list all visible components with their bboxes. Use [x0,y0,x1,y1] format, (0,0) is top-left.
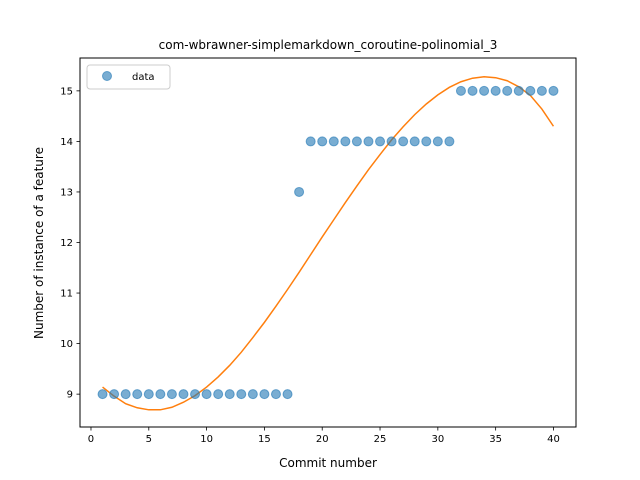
y-tick-label: 9 [67,390,73,401]
data-point [525,85,536,96]
data-point [490,85,501,96]
data-point [479,85,490,96]
data-point [247,389,258,400]
y-axis: 9 10 11 12 13 14 15 [60,86,80,401]
y-tick-label: 14 [60,137,73,148]
data-point [363,136,374,147]
data-point [155,389,166,400]
data-point [409,136,420,147]
data-point [97,389,108,400]
data-point [536,85,547,96]
x-tick-label: 15 [258,434,271,445]
data-point [166,389,177,400]
data-point [467,85,478,96]
data-point [294,186,305,197]
legend: data [86,64,171,90]
x-axis-title: Commit number [279,456,377,470]
y-tick-label: 11 [60,289,73,300]
legend-marker [102,71,112,81]
data-point [270,389,281,400]
data-point [340,136,351,147]
data-point [178,389,189,400]
data-point [455,85,466,96]
data-point [236,389,247,400]
y-tick-label: 15 [60,86,73,97]
x-tick-label: 35 [489,434,502,445]
x-tick-label: 25 [374,434,387,445]
x-tick-label: 5 [146,434,152,445]
x-tick-label: 20 [316,434,329,445]
legend-label: data [132,72,155,83]
data-point [375,136,386,147]
data-point [351,136,362,147]
data-point [120,389,131,400]
data-point [282,389,293,400]
data-point [386,136,397,147]
x-tick-label: 0 [88,434,94,445]
data-point [213,389,224,400]
data-point [444,136,455,147]
chart-title: com-wbrawner-simplemarkdown_coroutine-po… [159,38,498,52]
x-tick-label: 30 [431,434,444,445]
y-tick-label: 13 [60,187,73,198]
x-tick-label: 40 [547,434,560,445]
plot-area [97,75,559,411]
data-point [224,389,235,400]
data-point [398,136,409,147]
y-axis-title: Number of instance of a feature [32,147,46,339]
y-tick-label: 12 [60,238,73,249]
data-point [201,389,212,400]
data-point [421,136,432,147]
data-point [502,85,513,96]
y-tick-label: 10 [60,339,73,350]
data-point [109,389,120,400]
data-point [432,136,443,147]
data-point [259,389,270,400]
data-point [143,389,154,400]
data-point [305,136,316,147]
data-point [548,85,559,96]
data-point [317,136,328,147]
fit-line [102,75,555,411]
x-axis: 0 5 10 15 20 25 30 35 40 [88,427,560,445]
x-tick-label: 10 [200,434,213,445]
data-point [190,389,201,400]
data-point [132,389,143,400]
data-point [513,85,524,96]
data-point [328,136,339,147]
legend-box [86,64,171,90]
